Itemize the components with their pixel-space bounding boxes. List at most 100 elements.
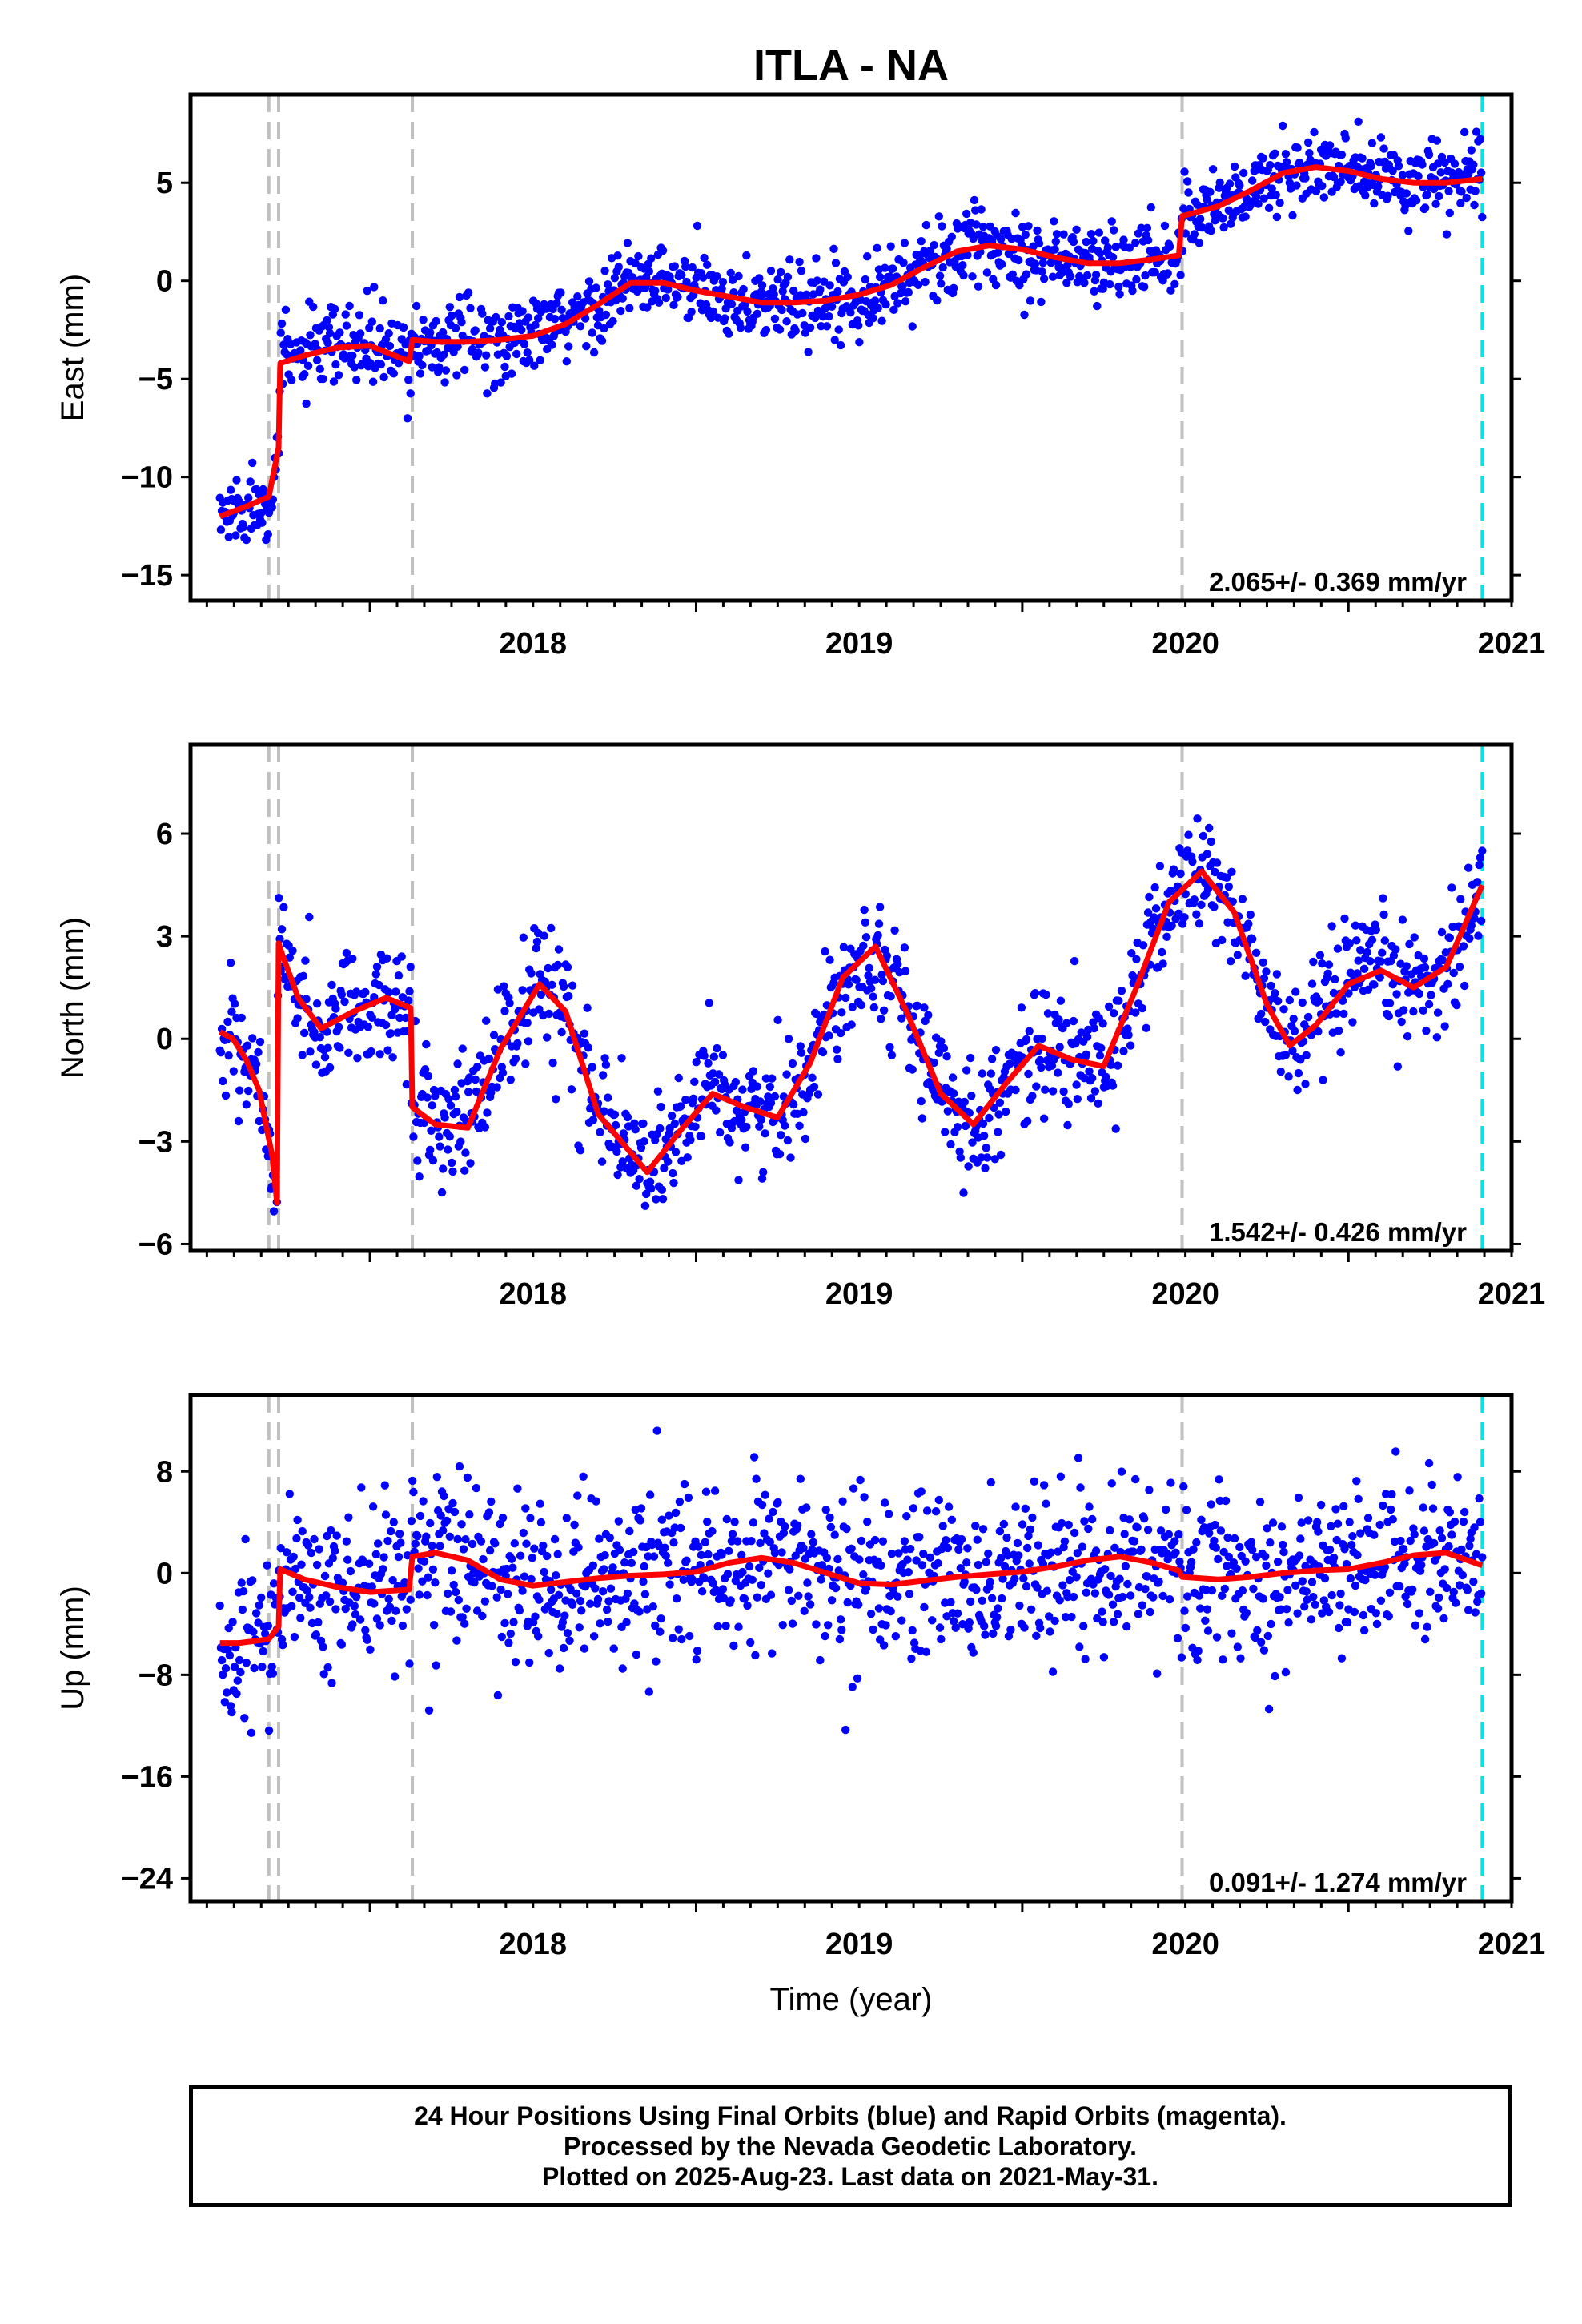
up-data-point	[232, 1689, 241, 1699]
east-data-point	[227, 485, 235, 494]
east-data-point	[899, 259, 908, 267]
north-data-point	[716, 1128, 725, 1137]
up-data-point	[1078, 1542, 1087, 1551]
up-data-point	[1026, 1525, 1035, 1534]
up-data-point	[994, 1604, 1002, 1613]
east-data-point	[963, 251, 972, 259]
north-data-point	[285, 953, 294, 962]
north-data-point	[968, 1138, 977, 1147]
up-data-point	[609, 1644, 618, 1653]
up-data-point	[958, 1620, 967, 1629]
up-data-point	[816, 1655, 825, 1665]
up-data-point	[907, 1654, 916, 1663]
up-data-point	[778, 1621, 787, 1630]
up-data-point	[510, 1539, 519, 1548]
east-data-point	[277, 319, 287, 328]
north-data-point	[216, 1048, 226, 1057]
up-data-point	[630, 1599, 639, 1608]
east-data-point	[658, 246, 668, 255]
east-data-point	[1091, 271, 1101, 279]
up-data-point	[1257, 1638, 1266, 1647]
up-data-point	[1219, 1655, 1227, 1664]
up-data-point	[325, 1597, 335, 1606]
north-data-point	[1097, 1043, 1106, 1053]
up-data-point	[854, 1600, 863, 1609]
north-data-point	[1470, 914, 1479, 923]
up-data-point	[1444, 1542, 1453, 1551]
up-data-point	[493, 1691, 503, 1700]
east-data-point	[1456, 199, 1465, 207]
up-data-point	[518, 1586, 527, 1595]
east-data-point	[829, 244, 838, 253]
north-data-point	[1132, 955, 1141, 964]
north-data-point	[248, 1034, 257, 1043]
up-data-point	[405, 1659, 414, 1668]
up-data-point	[365, 1559, 374, 1568]
north-data-point	[671, 1148, 681, 1156]
up-data-point	[974, 1560, 983, 1570]
east-data-point	[785, 255, 794, 264]
up-data-point	[995, 1526, 1005, 1536]
up-data-point	[600, 1550, 609, 1560]
up-data-point	[928, 1616, 937, 1625]
north-data-point	[337, 990, 346, 999]
east-data-point	[464, 288, 473, 297]
up-data-point	[656, 1627, 665, 1636]
north-data-point	[1338, 996, 1347, 1006]
up-data-point	[944, 1502, 954, 1511]
east-data-point	[743, 307, 752, 316]
east-rate-label: 2.065+/- 0.369 mm/yr	[1209, 567, 1467, 597]
north-data-point	[876, 903, 885, 911]
north-data-point	[1296, 1055, 1305, 1064]
north-data-point	[1211, 867, 1219, 877]
north-data-point	[1379, 910, 1388, 919]
north-data-point	[466, 1159, 475, 1168]
up-data-point	[1350, 1607, 1359, 1617]
up-data-point	[881, 1621, 890, 1630]
north-data-point	[552, 1095, 560, 1104]
north-data-point	[604, 1093, 612, 1102]
up-data-point	[697, 1550, 706, 1560]
up-data-point	[478, 1611, 487, 1621]
north-data-point	[1422, 1027, 1431, 1035]
up-data-point	[1255, 1498, 1265, 1506]
up-data-point	[390, 1672, 400, 1681]
up-data-point	[303, 1586, 312, 1595]
north-data-point	[1424, 999, 1434, 1009]
east-data-point	[315, 364, 324, 373]
east-data-point	[753, 309, 761, 318]
north-data-point	[797, 1048, 806, 1058]
east-data-point	[959, 271, 968, 280]
up-data-point	[866, 1610, 876, 1618]
east-data-point	[904, 287, 913, 297]
up-data-point	[374, 1539, 383, 1548]
up-data-point	[1108, 1600, 1118, 1609]
up-data-point	[233, 1676, 242, 1685]
up-data-point	[680, 1479, 689, 1489]
up-data-point	[1145, 1486, 1154, 1494]
north-data-point	[619, 1129, 628, 1138]
north-data-point	[505, 999, 514, 1008]
north-data-point	[1363, 947, 1372, 957]
north-data-point	[982, 1153, 992, 1162]
east-data-point	[1103, 243, 1113, 252]
east-data-point	[775, 325, 785, 334]
north-data-point	[636, 1144, 646, 1152]
east-data-point	[1146, 203, 1156, 212]
up-data-point	[516, 1551, 525, 1560]
east-data-point	[415, 352, 424, 360]
up-data-point	[1085, 1502, 1094, 1511]
up-data-point	[1309, 1593, 1318, 1602]
east-plot-area	[215, 94, 1487, 601]
north-data-point	[1041, 1085, 1050, 1094]
north-data-point	[865, 963, 873, 973]
north-data-point	[782, 1070, 791, 1079]
up-data-point	[1327, 1590, 1336, 1600]
up-data-point	[1099, 1653, 1109, 1662]
east-data-point	[1325, 141, 1335, 150]
up-data-point	[836, 1615, 845, 1624]
up-data-point	[745, 1562, 754, 1571]
up-data-point	[311, 1630, 321, 1639]
up-data-point	[237, 1578, 246, 1587]
